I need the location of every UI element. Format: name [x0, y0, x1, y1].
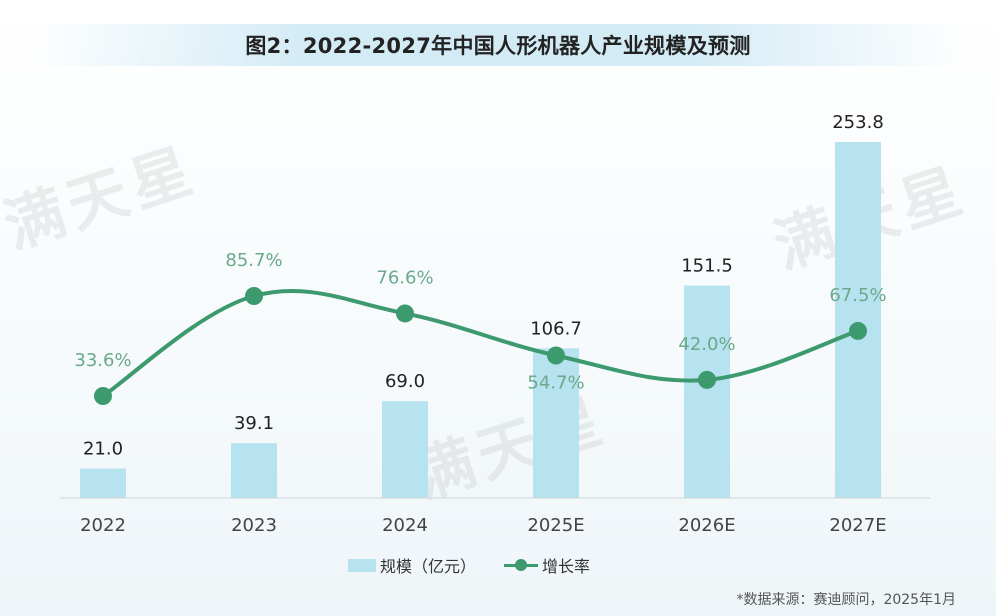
legend-item-growth: 增长率	[504, 553, 590, 577]
bar	[231, 443, 277, 498]
rate-label: 42.0%	[678, 334, 735, 355]
x-tick-label: 2025E	[527, 515, 584, 536]
bar	[382, 401, 428, 498]
bar-swatch-icon	[348, 558, 376, 572]
x-tick-label: 2024	[382, 515, 428, 536]
bar-value-label: 69.0	[385, 371, 425, 392]
bar-value-label: 151.5	[681, 255, 733, 276]
x-axis-labels: 2022 2023 2024 2025E 2026E 2027E	[80, 515, 887, 536]
legend: 规模（亿元） 增长率	[348, 553, 590, 577]
title-band: 图2：2022-2027年中国人形机器人产业规模及预测	[30, 24, 966, 66]
legend-label-growth: 增长率	[542, 557, 591, 576]
legend-label-scale: 规模（亿元）	[380, 557, 477, 576]
x-tick-label: 2022	[80, 515, 126, 536]
x-tick-label: 2023	[231, 515, 277, 536]
chart-title: 图2：2022-2027年中国人形机器人产业规模及预测	[245, 34, 751, 58]
bar-value-label: 106.7	[530, 318, 582, 339]
bar-value-label: 21.0	[83, 439, 123, 460]
bar-value-label: 253.8	[832, 112, 884, 133]
growth-rate-point	[245, 287, 263, 305]
bar	[835, 142, 881, 498]
rate-label: 67.5%	[829, 285, 886, 306]
growth-rate-points	[94, 287, 867, 405]
bar	[80, 468, 126, 498]
legend-item-scale: 规模（亿元）	[348, 553, 476, 577]
growth-rate-line	[101, 288, 860, 398]
rate-label: 54.7%	[527, 373, 584, 394]
x-tick-label: 2027E	[829, 515, 886, 536]
rate-label: 76.6%	[376, 267, 433, 288]
bar	[684, 285, 730, 498]
growth-rate-point	[849, 321, 867, 340]
rate-label: 85.7%	[225, 250, 282, 271]
x-tick-label: 2026E	[678, 515, 735, 536]
bar-value-labels: 21.0 39.1 69.0 106.7 151.5 253.8	[83, 112, 884, 460]
growth-rate-point	[547, 346, 565, 365]
growth-rate-point	[698, 370, 716, 389]
bar	[533, 348, 579, 498]
rate-label: 33.6%	[74, 350, 131, 371]
bar-value-label: 39.1	[234, 413, 274, 434]
bar-series	[80, 142, 881, 498]
line-marker-icon	[504, 558, 539, 572]
data-source-note: *数据来源：赛迪顾问，2025年1月	[736, 592, 956, 608]
growth-rate-point	[94, 387, 112, 405]
rate-labels: 33.6% 85.7% 76.6% 54.7% 42.0% 67.5%	[74, 250, 886, 394]
growth-rate-point	[396, 304, 414, 323]
